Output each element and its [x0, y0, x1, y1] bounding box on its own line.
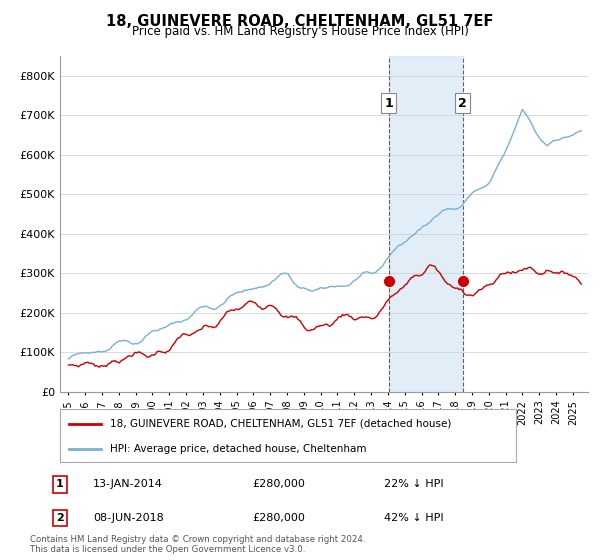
Text: 18, GUINEVERE ROAD, CHELTENHAM, GL51 7EF: 18, GUINEVERE ROAD, CHELTENHAM, GL51 7EF: [106, 14, 494, 29]
Text: 08-JUN-2018: 08-JUN-2018: [93, 513, 164, 523]
Text: 42% ↓ HPI: 42% ↓ HPI: [384, 513, 443, 523]
Text: 22% ↓ HPI: 22% ↓ HPI: [384, 479, 443, 489]
Text: £280,000: £280,000: [252, 479, 305, 489]
Text: 13-JAN-2014: 13-JAN-2014: [93, 479, 163, 489]
Text: Price paid vs. HM Land Registry's House Price Index (HPI): Price paid vs. HM Land Registry's House …: [131, 25, 469, 38]
Text: This data is licensed under the Open Government Licence v3.0.: This data is licensed under the Open Gov…: [30, 545, 305, 554]
Text: £280,000: £280,000: [252, 513, 305, 523]
Text: HPI: Average price, detached house, Cheltenham: HPI: Average price, detached house, Chel…: [110, 444, 367, 454]
Text: 1: 1: [56, 479, 64, 489]
Text: 2: 2: [56, 513, 64, 523]
Text: 1: 1: [384, 96, 393, 110]
Text: 18, GUINEVERE ROAD, CHELTENHAM, GL51 7EF (detached house): 18, GUINEVERE ROAD, CHELTENHAM, GL51 7EF…: [110, 419, 452, 429]
Text: Contains HM Land Registry data © Crown copyright and database right 2024.: Contains HM Land Registry data © Crown c…: [30, 535, 365, 544]
Text: 2: 2: [458, 96, 467, 110]
